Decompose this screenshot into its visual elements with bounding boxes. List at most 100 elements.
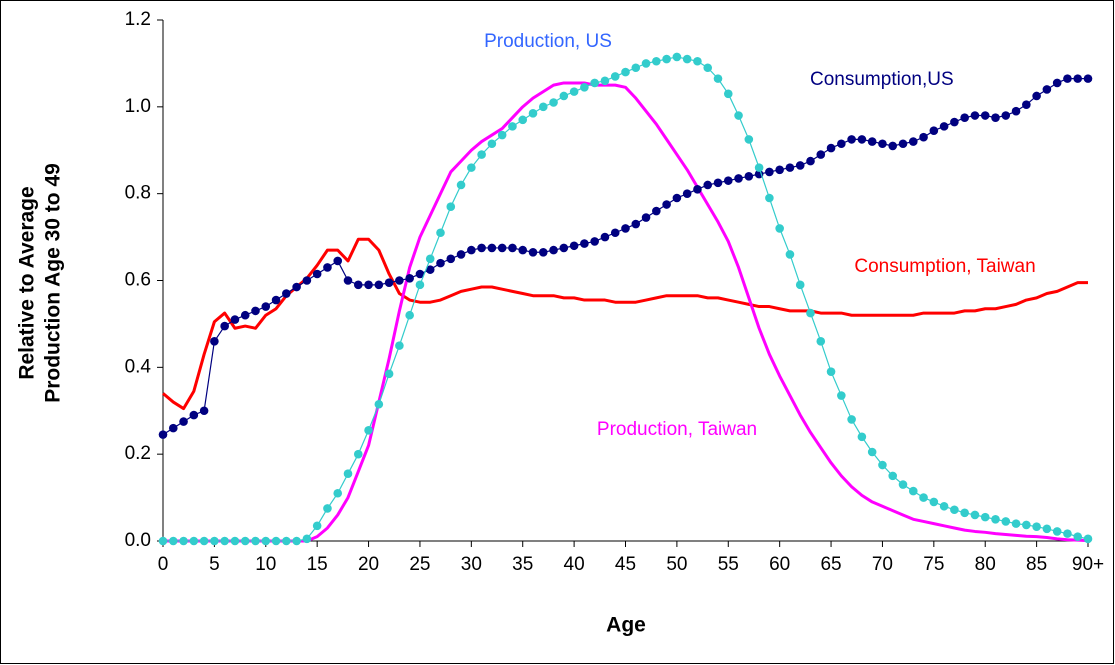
- y-tick-label: 0.8: [125, 183, 151, 204]
- point: [282, 289, 291, 298]
- y-tick-label: 0.0: [125, 530, 151, 551]
- point: [1001, 111, 1011, 120]
- series-label: Consumption, Taiwan: [854, 256, 1035, 277]
- point: [251, 536, 260, 546]
- point: [734, 111, 743, 120]
- point: [425, 265, 435, 274]
- point: [703, 63, 713, 73]
- point: [826, 143, 836, 153]
- series-line: [162, 237, 1088, 411]
- point: [590, 78, 599, 88]
- x-tick-label: 50: [666, 554, 687, 575]
- point: [251, 306, 260, 316]
- point: [261, 302, 271, 311]
- x-tick-label: 40: [564, 554, 585, 575]
- x-tick-label: 90+: [1072, 554, 1104, 575]
- point: [929, 497, 939, 507]
- x-tick-label: 70: [872, 554, 893, 575]
- point: [456, 180, 466, 190]
- point: [991, 113, 1000, 122]
- point: [837, 139, 846, 149]
- point: [641, 213, 651, 222]
- point: [898, 139, 908, 149]
- point: [939, 122, 949, 131]
- point: [795, 280, 805, 290]
- point: [580, 239, 589, 248]
- point: [353, 449, 363, 459]
- point: [1022, 520, 1031, 530]
- point: [652, 206, 661, 216]
- point: [467, 245, 476, 255]
- point: [580, 82, 589, 92]
- point: [538, 102, 548, 112]
- y-tick-label: 1.0: [125, 96, 151, 117]
- point: [980, 111, 990, 120]
- point: [1032, 91, 1041, 101]
- point: [795, 161, 805, 170]
- point: [353, 280, 363, 290]
- point: [590, 237, 599, 246]
- point: [682, 189, 692, 198]
- point: [446, 254, 456, 264]
- point: [538, 247, 548, 257]
- y-tick-label: 0.2: [125, 443, 151, 464]
- point: [960, 508, 969, 518]
- x-tick-label: 25: [409, 554, 430, 575]
- x-tick-label: 75: [923, 554, 944, 575]
- point: [405, 274, 414, 283]
- point: [312, 521, 322, 531]
- point: [744, 172, 754, 181]
- point: [785, 163, 795, 172]
- point: [970, 510, 980, 520]
- point: [826, 367, 836, 376]
- point: [641, 59, 651, 68]
- point: [528, 247, 538, 257]
- point: [950, 117, 959, 127]
- point: [508, 243, 517, 253]
- point: [1042, 85, 1052, 94]
- y-axis-label-line: Production Age 30 to 49: [42, 163, 65, 403]
- point: [1063, 529, 1072, 538]
- point: [323, 504, 332, 513]
- point: [199, 536, 209, 546]
- point: [364, 280, 373, 290]
- point: [621, 67, 630, 77]
- point: [436, 258, 445, 268]
- point: [395, 341, 404, 350]
- point: [271, 295, 281, 305]
- point: [456, 250, 466, 259]
- point: [765, 193, 774, 203]
- point: [662, 54, 671, 64]
- point: [857, 135, 867, 144]
- point: [158, 536, 168, 546]
- point: [1073, 532, 1083, 541]
- point: [652, 56, 661, 66]
- point: [446, 202, 456, 211]
- point: [662, 200, 671, 209]
- x-tick-label: 0: [158, 554, 169, 575]
- point: [631, 63, 641, 73]
- point: [549, 98, 558, 107]
- point: [210, 336, 219, 346]
- series-label: Production, US: [484, 31, 612, 52]
- point: [723, 89, 733, 99]
- point: [1073, 74, 1083, 83]
- point: [189, 536, 199, 546]
- point: [723, 176, 733, 185]
- series-line: [163, 81, 1089, 543]
- point: [559, 91, 569, 101]
- point: [754, 169, 764, 179]
- point: [528, 109, 538, 118]
- point: [621, 224, 630, 233]
- point: [168, 536, 178, 546]
- point: [672, 193, 682, 203]
- point: [569, 87, 579, 96]
- point: [230, 536, 240, 546]
- x-tick-label: 5: [209, 554, 220, 575]
- x-tick-label: 80: [975, 554, 996, 575]
- point: [497, 130, 507, 140]
- x-tick-label: 85: [1026, 554, 1047, 575]
- point: [364, 425, 373, 435]
